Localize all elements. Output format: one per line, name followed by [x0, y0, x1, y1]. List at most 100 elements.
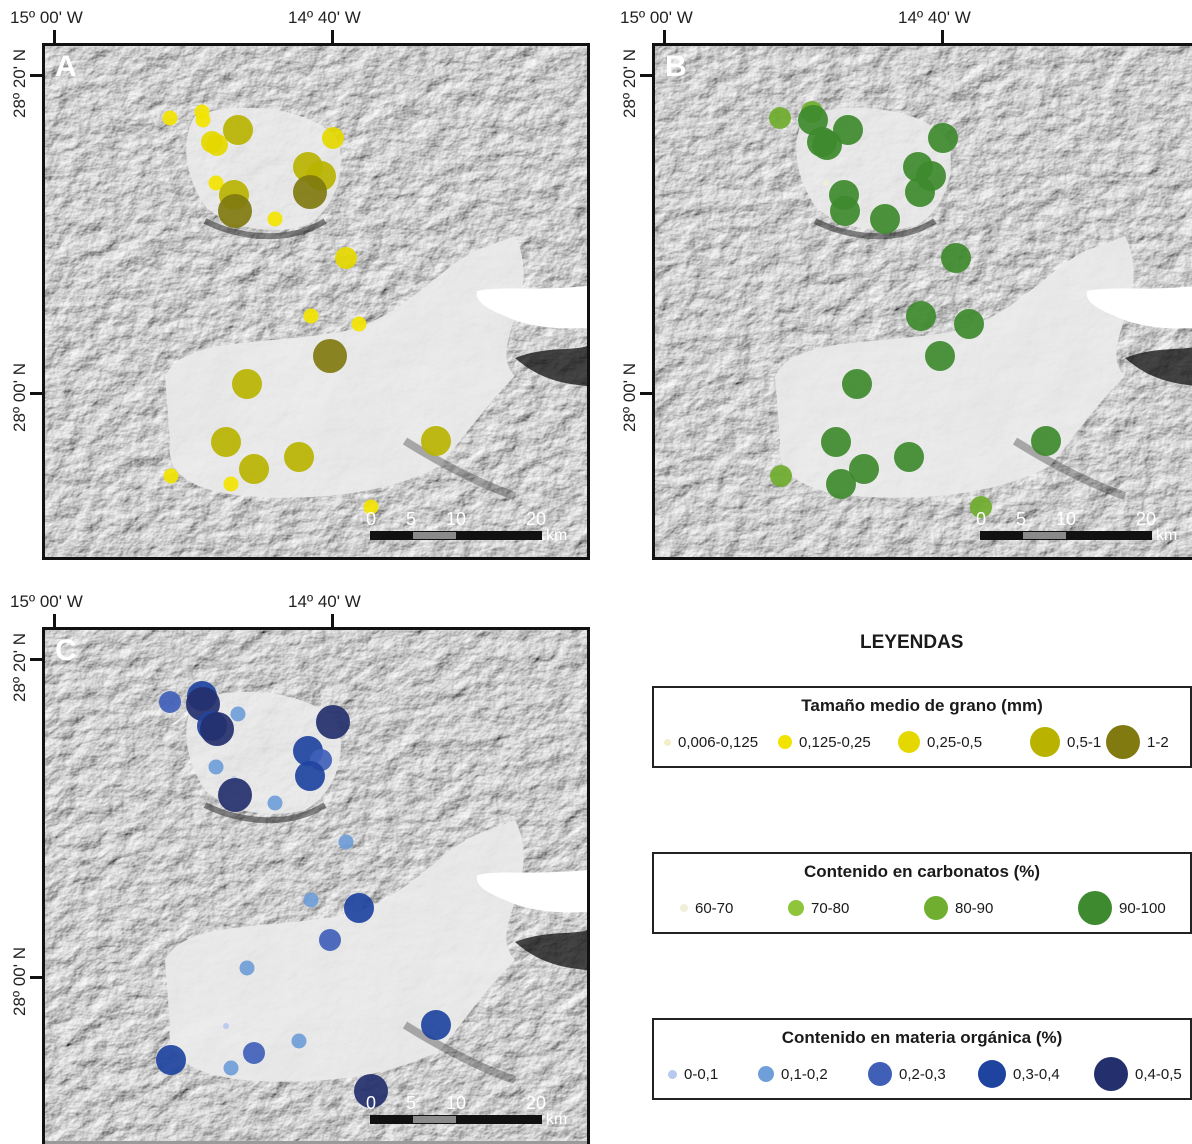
sample-points-a [162, 104, 451, 515]
sample-point [354, 1074, 388, 1108]
sample-point [821, 427, 851, 457]
sample-point [206, 134, 228, 156]
legend-label: 80-90 [955, 899, 994, 917]
legend-item: 1-2 [1106, 724, 1169, 760]
legend-swatch [924, 896, 948, 920]
lon-label-mid: 14º 40' W [288, 8, 361, 27]
sample-point [322, 127, 344, 149]
scale-label: 20 [1136, 509, 1157, 529]
relief-map-a: A 0 5 10 20 km [42, 43, 590, 560]
legend-swatch [1106, 725, 1140, 759]
legend-label: 60-70 [695, 899, 734, 917]
legend-label: 0-0,1 [684, 1065, 719, 1083]
legend-label: 0,125-0,25 [799, 733, 871, 751]
scale-label: 10 [1056, 509, 1077, 529]
sample-point [223, 1023, 229, 1029]
sample-point [295, 761, 325, 791]
scale-label: 20 [526, 509, 547, 529]
sample-point [223, 476, 239, 492]
legend-label: 0,2-0,3 [899, 1065, 946, 1083]
sample-point [925, 341, 955, 371]
lon-label-left: 15º 00' W [10, 8, 83, 27]
legend-swatch [788, 900, 804, 916]
legend-swatch [680, 904, 688, 912]
lat-label-bottom: 28º 00' N [10, 363, 29, 432]
sample-point [313, 339, 347, 373]
legend-swatch [898, 731, 920, 753]
legend-item: 60-70 [680, 890, 733, 926]
sample-point [1031, 426, 1061, 456]
legend-label: 0,1-0,2 [781, 1065, 828, 1083]
legend-item: 80-90 [924, 890, 993, 926]
sample-point [812, 130, 842, 160]
sample-point [200, 712, 234, 746]
legend-swatch [1078, 891, 1112, 925]
sample-point [363, 499, 379, 515]
sample-point [208, 759, 224, 775]
legend-label: 0,4-0,5 [1135, 1065, 1182, 1083]
legend-swatch [868, 1062, 892, 1086]
sample-point [232, 369, 262, 399]
sample-point [842, 369, 872, 399]
legend-swatch [758, 1066, 774, 1082]
legend-title: Contenido en materia orgánica (%) [781, 1028, 1063, 1047]
sample-point [941, 243, 971, 273]
lon-label-left: 15º 00' W [10, 592, 83, 611]
sample-point [335, 247, 357, 269]
sample-point [218, 194, 252, 228]
sample-point [218, 778, 252, 812]
lon-label-mid: 14º 40' W [898, 8, 971, 27]
legend-swatch [664, 738, 671, 746]
scale-unit: km [546, 527, 568, 544]
legend-label: 70-80 [811, 899, 850, 917]
legend-carbonates: Contenido en carbonatos (%) 60-70 70-80 80… [652, 852, 1192, 934]
sample-point [230, 706, 246, 722]
sample-point [421, 426, 451, 456]
sample-point [156, 1045, 186, 1075]
sample-point [906, 301, 936, 331]
legend-item: 0,006-0,125 [664, 724, 758, 760]
sample-point [826, 469, 856, 499]
sample-point [849, 454, 879, 484]
legend-heading: LEYENDAS [860, 632, 964, 653]
panel-letter: C [55, 634, 77, 667]
sample-point [823, 180, 829, 186]
scale-label: 10 [446, 509, 467, 529]
legend-label: 1-2 [1147, 733, 1169, 751]
legend-item: 0,2-0,3 [868, 1056, 946, 1092]
legend-label: 90-100 [1119, 899, 1166, 917]
legend-organic-matter: Contenido en materia orgánica (%) 0-0,1 0… [652, 1018, 1192, 1100]
scale-unit: km [546, 1111, 568, 1128]
sample-point [303, 308, 319, 324]
lon-label-left: 15º 00' W [620, 8, 693, 27]
sample-point [162, 110, 178, 126]
sample-point [208, 175, 224, 191]
sample-point [223, 1060, 239, 1076]
legend-item: 0,5-1 [1030, 724, 1101, 760]
sample-point [293, 175, 327, 209]
legend-swatch [668, 1069, 677, 1079]
sample-point [211, 427, 241, 457]
sample-point [870, 204, 900, 234]
legend-item: 0,125-0,25 [778, 724, 871, 760]
sample-point [344, 893, 374, 923]
panel-letter: A [55, 50, 77, 83]
sample-point [833, 115, 863, 145]
legend-swatch [1030, 727, 1060, 757]
lon-label-mid: 14º 40' W [288, 592, 361, 611]
sample-point [195, 112, 211, 128]
legend-swatch [778, 735, 792, 749]
sample-point [905, 177, 935, 207]
scale-label: 5 [406, 509, 417, 529]
legend-item: 0-0,1 [668, 1056, 718, 1092]
sample-point [769, 107, 791, 129]
sample-point [163, 468, 179, 484]
sample-points-c [156, 681, 451, 1108]
relief-map-b: B 0 5 10 20 km [652, 43, 1192, 560]
legend-swatch [978, 1060, 1006, 1088]
lat-label-top: 28º 20' N [10, 49, 29, 118]
sample-point [284, 442, 314, 472]
sample-point [239, 960, 255, 976]
sample-point [894, 442, 924, 472]
legend-item: 70-80 [788, 890, 849, 926]
